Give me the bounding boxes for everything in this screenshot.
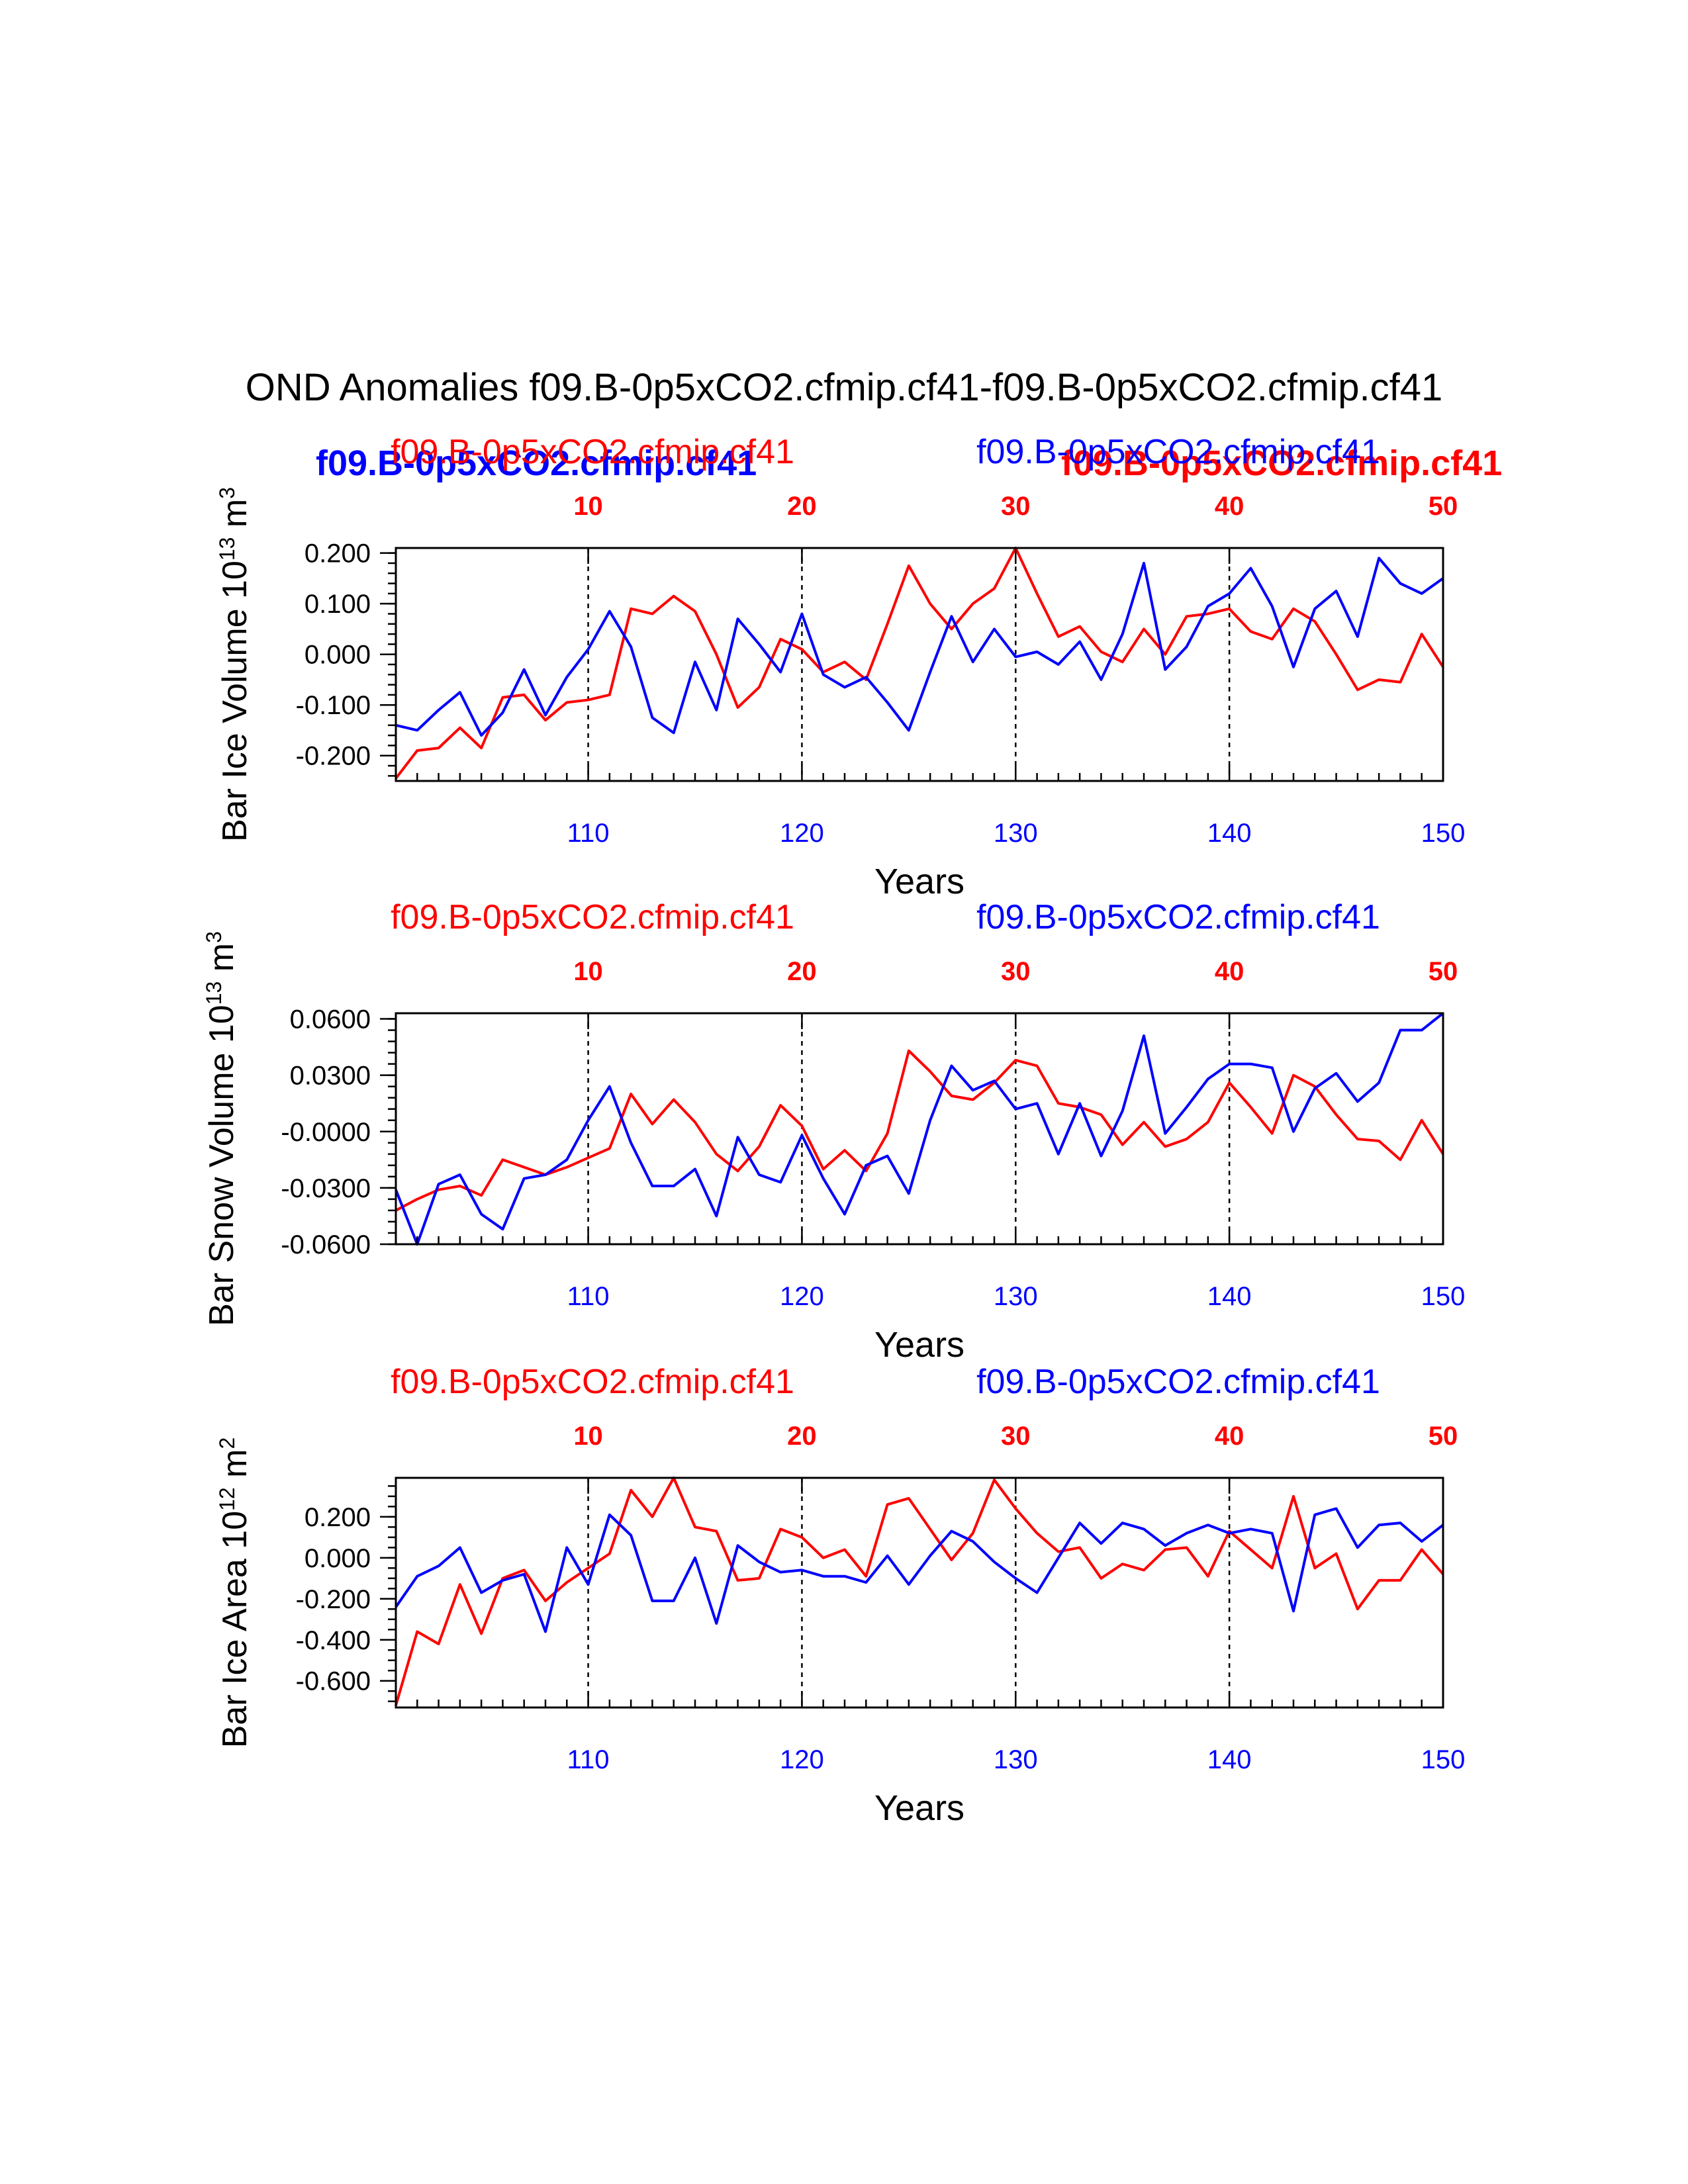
overlay-label-left: f09.B-0p5xCO2.cfmip.cf41	[316, 443, 757, 483]
x-tick-label-bottom: 130	[994, 1745, 1038, 1774]
chart-panels: -0.200 -0.100 0.000 0.100 0.200 110 120 130 140 1…	[202, 433, 1465, 1828]
x-tick-label-bottom: 110	[567, 1282, 610, 1311]
y-axis-title: Bar Ice Area 1012 m2	[215, 1437, 254, 1749]
x-tick-label-bottom: 140	[1207, 819, 1252, 848]
x-tick-label-top: 20	[787, 1422, 817, 1451]
x-tick-label-top: 20	[787, 957, 817, 986]
case-label-blue: f09.B-0p5xCO2.cfmip.cf41	[976, 433, 1380, 471]
x-tick-label-bottom: 110	[567, 1745, 610, 1774]
case-label-blue: f09.B-0p5xCO2.cfmip.cf41	[976, 1363, 1380, 1401]
y-tick-label: -0.200	[296, 1585, 371, 1614]
y-tick-label: 0.0600	[290, 1005, 371, 1034]
x-tick-label-top: 50	[1429, 492, 1458, 521]
x-tick-label-top: 40	[1215, 1422, 1244, 1451]
x-tick-label-bottom: 120	[780, 1282, 824, 1311]
y-tick-label: 0.000	[305, 641, 371, 670]
y-tick-label: -0.0300	[281, 1174, 371, 1203]
x-tick-label-bottom: 150	[1421, 819, 1466, 848]
y-tick-label: 0.100	[305, 590, 371, 619]
case-label-red: f09.B-0p5xCO2.cfmip.cf41	[391, 898, 794, 936]
y-tick-label: -0.100	[296, 691, 371, 720]
series-line-blue	[395, 1012, 1444, 1246]
panel-2: -0.0600 -0.0300 -0.0000 0.0300 0.0600 110 120 1…	[202, 898, 1465, 1365]
y-tick-label: 0.200	[305, 1503, 371, 1532]
y-tick-label: 0.000	[305, 1544, 371, 1573]
x-tick-label-bottom: 110	[567, 819, 610, 848]
series-line-blue	[395, 1507, 1444, 1633]
overlay-label-right: f09.B-0p5xCO2.cfmip.cf41	[1061, 443, 1502, 483]
series-line-red	[395, 1477, 1444, 1706]
series-line-blue	[395, 557, 1444, 737]
x-tick-label-top: 40	[1215, 492, 1244, 521]
x-tick-label-top: 30	[1001, 492, 1031, 521]
plot-frame	[395, 1477, 1444, 1709]
series-line-red	[395, 547, 1444, 780]
x-axis-title: Years	[874, 1788, 964, 1828]
y-tick-label: 0.0300	[290, 1062, 371, 1091]
y-axis-title: Bar Ice Volume 1013 m3	[215, 487, 254, 842]
main-title: OND Anomalies f09.B-0p5xCO2.cfmip.cf41-f…	[246, 366, 1442, 409]
x-tick-label-top: 10	[573, 957, 603, 986]
y-tick-label: 0.200	[305, 539, 371, 569]
x-tick-label-top: 40	[1215, 957, 1244, 986]
case-label-red: f09.B-0p5xCO2.cfmip.cf41	[391, 1363, 794, 1401]
x-tick-label-top: 10	[573, 492, 603, 521]
x-tick-label-bottom: 120	[780, 1745, 824, 1774]
x-axis-title: Years	[874, 862, 964, 901]
y-axis-title: Bar Snow Volume 1013 m3	[202, 931, 241, 1326]
y-tick-label: -0.0600	[281, 1230, 371, 1259]
x-tick-label-bottom: 140	[1207, 1745, 1252, 1774]
x-tick-label-top: 20	[787, 492, 817, 521]
y-tick-label: -0.600	[296, 1667, 371, 1696]
x-tick-label-top: 10	[573, 1422, 603, 1451]
series-line-red	[395, 1049, 1444, 1212]
x-tick-label-bottom: 140	[1207, 1282, 1252, 1311]
x-tick-label-top: 30	[1001, 957, 1031, 986]
x-tick-label-top: 30	[1001, 1422, 1031, 1451]
x-tick-label-bottom: 150	[1421, 1745, 1466, 1774]
x-tick-label-bottom: 130	[994, 1282, 1038, 1311]
panel-3: -0.600 -0.400 -0.200 0.000 0.200 110 120 130 140…	[215, 1363, 1465, 1828]
panel-1: -0.200 -0.100 0.000 0.100 0.200 110 120 130 140 1…	[215, 433, 1465, 901]
x-tick-label-bottom: 130	[994, 819, 1038, 848]
x-tick-label-top: 50	[1429, 1422, 1458, 1451]
x-axis-title: Years	[874, 1325, 964, 1365]
x-tick-label-top: 50	[1429, 957, 1458, 986]
case-label-blue: f09.B-0p5xCO2.cfmip.cf41	[976, 898, 1380, 936]
y-tick-label: -0.0000	[281, 1118, 371, 1147]
x-tick-label-bottom: 120	[780, 819, 824, 848]
y-tick-label: -0.200	[296, 742, 371, 771]
x-tick-label-bottom: 150	[1421, 1282, 1466, 1311]
plot-frame	[395, 1012, 1444, 1246]
case-label-red: f09.B-0p5xCO2.cfmip.cf41	[391, 433, 794, 471]
y-tick-label: -0.400	[296, 1626, 371, 1655]
